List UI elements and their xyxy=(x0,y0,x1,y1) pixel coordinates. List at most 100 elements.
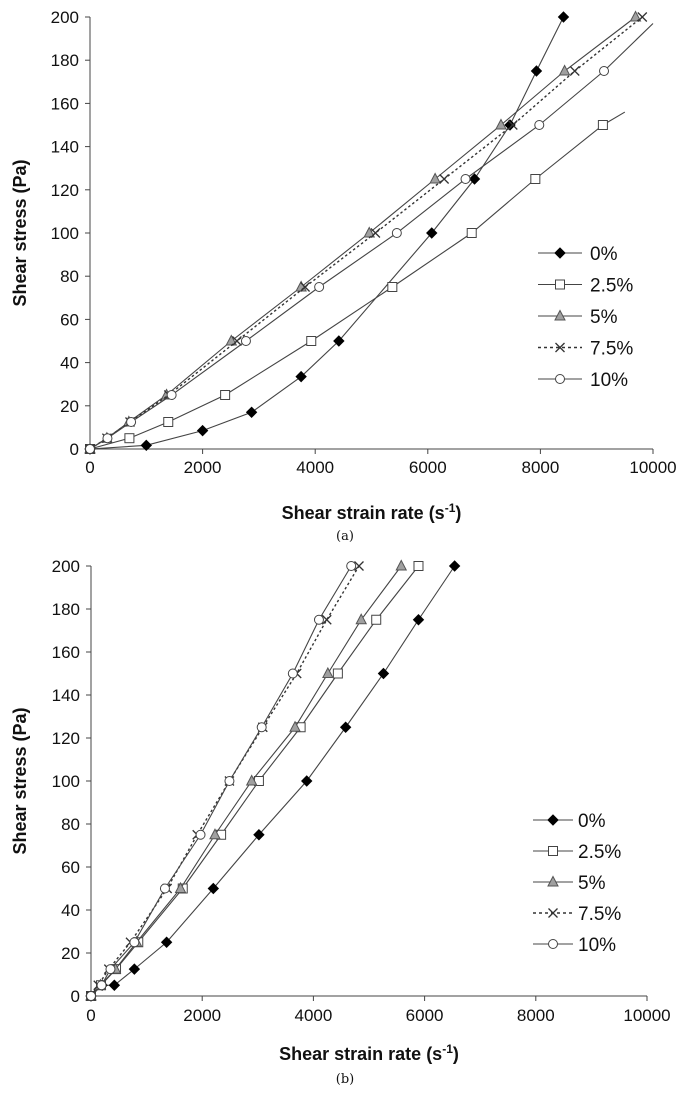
data-point xyxy=(314,282,325,292)
x-tick-label: 10000 xyxy=(623,1006,670,1025)
legend-marker xyxy=(547,814,559,826)
legend-entry: 5% xyxy=(533,873,606,894)
x-tick-label: 0 xyxy=(85,458,94,477)
data-point xyxy=(300,282,311,292)
legend-label: 2.5% xyxy=(578,842,621,863)
data-point xyxy=(557,11,570,23)
legend-label: 10% xyxy=(578,935,616,956)
data-point xyxy=(429,172,441,184)
data-point xyxy=(174,881,187,893)
legend-entry: 7.5% xyxy=(533,904,621,925)
data-point xyxy=(448,560,461,572)
data-point xyxy=(495,118,507,130)
legend-marker xyxy=(555,279,565,290)
x-tick-label: 8000 xyxy=(517,1006,555,1025)
x-tick-label: 4000 xyxy=(294,1006,332,1025)
legend-marker xyxy=(548,908,558,918)
data-point xyxy=(96,980,107,991)
legend-marker xyxy=(548,939,558,949)
legend-marker xyxy=(555,342,565,353)
series-5% xyxy=(84,10,642,454)
data-point xyxy=(530,174,541,184)
y-tick-label: 20 xyxy=(60,397,79,416)
legend-entry: 2.5% xyxy=(533,842,621,863)
legend-label: 7.5% xyxy=(578,904,621,925)
series-line xyxy=(89,16,643,450)
data-point xyxy=(460,174,471,184)
y-tick-label: 200 xyxy=(52,557,80,576)
x-tick-label: 6000 xyxy=(409,458,447,477)
y-tick-label: 80 xyxy=(61,815,80,834)
data-point xyxy=(313,614,324,625)
y-axis-label: Shear stress (Pa) xyxy=(10,159,30,306)
data-point xyxy=(231,336,242,346)
legend-label: 5% xyxy=(578,873,606,894)
data-point xyxy=(597,120,608,130)
series-line xyxy=(89,124,604,450)
data-point xyxy=(387,282,398,292)
series-0% xyxy=(84,11,570,455)
data-point xyxy=(166,390,177,400)
x-tick-label: 6000 xyxy=(406,1006,444,1025)
data-point xyxy=(395,559,408,571)
data-point xyxy=(159,883,170,894)
data-point xyxy=(391,228,402,238)
data-point xyxy=(124,433,135,444)
legend-entry: 0% xyxy=(538,244,618,265)
y-tick-label: 180 xyxy=(51,51,79,70)
data-point xyxy=(196,424,209,437)
data-point xyxy=(426,227,438,239)
y-tick-label: 60 xyxy=(61,858,80,877)
y-tick-label: 40 xyxy=(60,354,79,373)
y-tick-label: 120 xyxy=(51,181,79,200)
legend-entry: 0% xyxy=(533,811,606,832)
panel-caption: (b) xyxy=(336,1072,354,1087)
data-point xyxy=(301,775,313,787)
data-point xyxy=(163,417,174,427)
data-point xyxy=(637,12,648,22)
y-tick-label: 120 xyxy=(52,729,80,748)
data-point xyxy=(287,668,298,679)
data-point xyxy=(530,65,543,77)
data-point xyxy=(128,963,141,975)
legend-label: 0% xyxy=(590,244,618,265)
data-point xyxy=(224,776,235,786)
data-point xyxy=(346,561,357,571)
data-point xyxy=(322,666,334,678)
data-point xyxy=(209,828,221,840)
y-tick-label: 40 xyxy=(61,901,80,920)
data-point xyxy=(371,614,382,625)
x-tick-label: 2000 xyxy=(183,1006,221,1025)
data-point xyxy=(289,720,301,732)
y-tick-label: 20 xyxy=(61,944,80,963)
legend-entry: 7.5% xyxy=(538,339,633,360)
legend-label: 5% xyxy=(590,307,618,328)
data-point xyxy=(129,937,140,948)
data-point xyxy=(354,561,364,571)
legend-marker xyxy=(555,374,565,384)
data-point xyxy=(355,613,368,625)
x-tick-label: 0 xyxy=(86,1006,95,1025)
data-point xyxy=(332,668,343,679)
series-line xyxy=(89,70,605,450)
x-tick-label: 4000 xyxy=(296,458,334,477)
series-line xyxy=(90,565,402,997)
y-tick-label: 80 xyxy=(60,267,79,286)
data-point xyxy=(108,979,121,991)
data-point xyxy=(534,120,545,130)
y-tick-label: 60 xyxy=(60,310,79,329)
data-point xyxy=(126,417,137,427)
series-line-extension xyxy=(603,23,654,72)
series-line xyxy=(89,16,636,450)
series-10% xyxy=(86,561,357,1001)
y-tick-label: 140 xyxy=(52,686,80,705)
data-point xyxy=(333,335,345,347)
data-point xyxy=(86,991,96,1001)
y-tick-label: 140 xyxy=(51,138,79,157)
legend-entry: 10% xyxy=(538,370,628,391)
legend-marker xyxy=(554,247,566,259)
legend-entry: 5% xyxy=(538,307,618,328)
data-point xyxy=(220,390,231,400)
x-axis-label: Shear strain rate (s-1) xyxy=(282,501,462,523)
